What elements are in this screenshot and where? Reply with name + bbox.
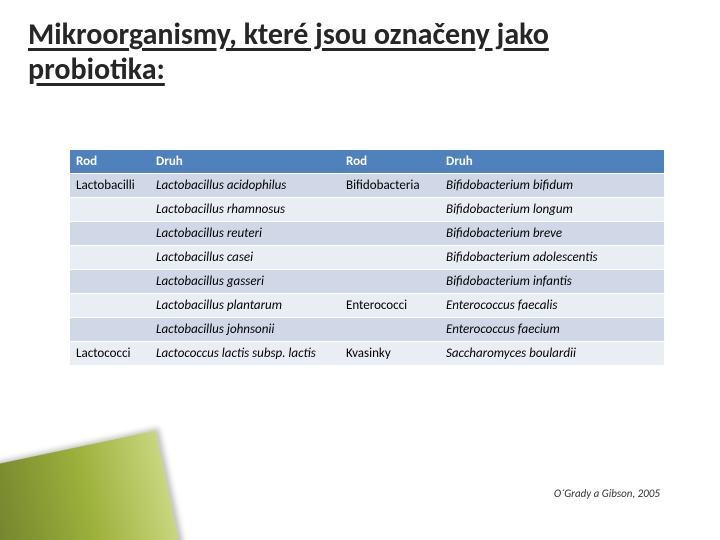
cell-genus1 <box>70 294 150 318</box>
probiotics-table: Rod Druh Rod Druh Lactobacilli Lactobaci… <box>70 150 664 366</box>
cell-genus1 <box>70 270 150 294</box>
table-row: Lactobacillus gasseri Bifidobacterium in… <box>70 270 664 294</box>
cell-species1: Lactobacillus rhamnosus <box>150 198 340 222</box>
cell-species1: Lactobacillus casei <box>150 246 340 270</box>
cell-species1: Lactobacillus plantarum <box>150 294 340 318</box>
cell-genus2 <box>340 318 440 342</box>
corner-accent-decoration <box>0 431 180 540</box>
cell-species1: Lactobacillus reuteri <box>150 222 340 246</box>
cell-genus2: Bifidobacteria <box>340 174 440 198</box>
table-row: Lactobacillus casei Bifidobacterium adol… <box>70 246 664 270</box>
cell-species2: Bifidobacterium infantis <box>440 270 664 294</box>
col-header-rod-1: Rod <box>70 150 150 174</box>
cell-genus2 <box>340 270 440 294</box>
cell-species1: Lactobacillus johnsonii <box>150 318 340 342</box>
table-row: Lactococci Lactococcus lactis subsp. lac… <box>70 342 664 366</box>
cell-genus1: Lactobacilli <box>70 174 150 198</box>
cell-genus2: Enterococci <box>340 294 440 318</box>
cell-species2: Enterococcus faecalis <box>440 294 664 318</box>
table-row: Lactobacillus rhamnosus Bifidobacterium … <box>70 198 664 222</box>
cell-genus1 <box>70 246 150 270</box>
col-header-rod-2: Rod <box>340 150 440 174</box>
table-header-row: Rod Druh Rod Druh <box>70 150 664 174</box>
cell-genus2 <box>340 198 440 222</box>
table-row: Lactobacillus reuteri Bifidobacterium br… <box>70 222 664 246</box>
table-row: Lactobacillus plantarum Enterococci Ente… <box>70 294 664 318</box>
cell-species2: Bifidobacterium breve <box>440 222 664 246</box>
cell-genus2 <box>340 222 440 246</box>
table-row: Lactobacilli Lactobacillus acidophilus B… <box>70 174 664 198</box>
col-header-druh-2: Druh <box>440 150 664 174</box>
cell-species2: Bifidobacterium longum <box>440 198 664 222</box>
cell-species2: Bifidobacterium adolescentis <box>440 246 664 270</box>
probiotics-table-wrap: Rod Druh Rod Druh Lactobacilli Lactobaci… <box>70 150 664 366</box>
cell-genus1: Lactococci <box>70 342 150 366</box>
cell-species1: Lactobacillus gasseri <box>150 270 340 294</box>
cell-species1: Lactococcus lactis subsp. lactis <box>150 342 340 366</box>
cell-species1: Lactobacillus acidophilus <box>150 174 340 198</box>
col-header-druh-1: Druh <box>150 150 340 174</box>
cell-species2: Saccharomyces boulardii <box>440 342 664 366</box>
table-row: Lactobacillus johnsonii Enterococcus fae… <box>70 318 664 342</box>
citation-text: O´Grady a Gibson, 2005 <box>554 487 660 500</box>
cell-genus1 <box>70 198 150 222</box>
cell-species2: Enterococcus faecium <box>440 318 664 342</box>
cell-genus1 <box>70 222 150 246</box>
cell-species2: Bifidobacterium bifidum <box>440 174 664 198</box>
cell-genus1 <box>70 318 150 342</box>
cell-genus2 <box>340 246 440 270</box>
cell-genus2: Kvasinky <box>340 342 440 366</box>
slide-title: Mikroorganismy, které jsou označeny jako… <box>28 18 692 87</box>
